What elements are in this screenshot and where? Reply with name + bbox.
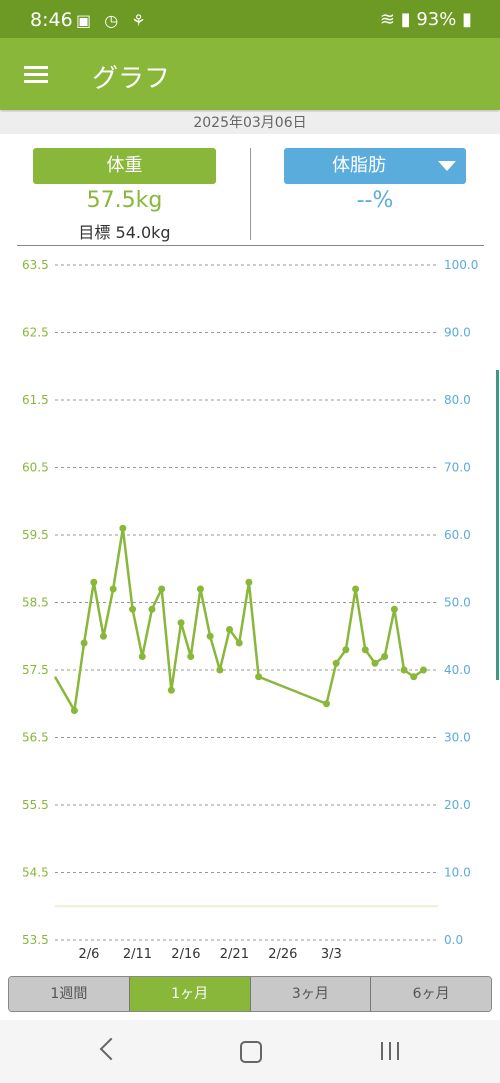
y-left-tick-label: 62.5 bbox=[22, 326, 49, 340]
data-point bbox=[109, 585, 117, 593]
recent-apps-icon[interactable] bbox=[381, 1042, 401, 1060]
weight-target: 目標 54.0kg bbox=[78, 223, 171, 242]
scroll-indicator[interactable] bbox=[496, 370, 499, 680]
signal-icon: ▮ bbox=[400, 9, 411, 30]
y-right-tick-label: 90.0 bbox=[444, 326, 471, 340]
y-right-tick-label: 10.0 bbox=[444, 866, 471, 880]
body-fat-value: --% bbox=[356, 188, 394, 213]
x-tick-label: 3/3 bbox=[321, 947, 342, 962]
x-tick-label: 2/21 bbox=[220, 947, 249, 962]
data-point bbox=[196, 585, 204, 593]
y-left-tick-label: 53.5 bbox=[22, 933, 49, 947]
data-point bbox=[245, 578, 253, 586]
weight-chart: 63.5 100.0 62.5 90.0 61.5 80.0 60.5 70.0 59.5 60.… bbox=[22, 258, 478, 962]
data-point bbox=[148, 605, 156, 613]
gallery-icon: ▣ bbox=[76, 11, 96, 30]
data-point bbox=[167, 686, 175, 694]
y-left-tick-label: 57.5 bbox=[22, 663, 49, 677]
data-point bbox=[419, 666, 427, 674]
data-point bbox=[177, 619, 185, 627]
tab-1-week[interactable]: 1週間 bbox=[9, 977, 130, 1011]
menu-icon[interactable] bbox=[24, 66, 48, 84]
data-point bbox=[255, 673, 263, 681]
data-point bbox=[129, 605, 137, 613]
data-point bbox=[361, 646, 369, 654]
data-point bbox=[322, 700, 330, 708]
y-right-tick-label: 80.0 bbox=[444, 393, 471, 407]
home-icon[interactable] bbox=[240, 1041, 262, 1063]
y-left-tick-label: 58.5 bbox=[22, 596, 49, 610]
y-left-tick-label: 60.5 bbox=[22, 461, 49, 475]
status-time: 8:46 bbox=[30, 9, 73, 31]
divider bbox=[250, 148, 251, 240]
y-right-tick-label: 40.0 bbox=[444, 663, 471, 677]
back-icon[interactable] bbox=[99, 1037, 123, 1061]
wifi-icon: ≋ bbox=[379, 9, 395, 30]
data-point bbox=[390, 605, 398, 613]
data-point bbox=[410, 673, 418, 681]
status-right: ≋ ▮ 93% ▮ bbox=[380, 9, 472, 30]
body-fat-label: 体脂肪 bbox=[332, 155, 386, 176]
battery-percent: 93% bbox=[416, 9, 457, 30]
data-point bbox=[371, 659, 379, 667]
data-point bbox=[235, 639, 243, 647]
data-point bbox=[216, 666, 224, 674]
tab-3-months[interactable]: 3ヶ月 bbox=[250, 977, 372, 1011]
data-point bbox=[90, 578, 98, 586]
data-point bbox=[158, 585, 166, 593]
data-point bbox=[400, 666, 408, 674]
data-point bbox=[99, 632, 107, 640]
system-nav-bar bbox=[0, 1020, 500, 1083]
body-fat-dropdown[interactable]: 体脂肪 bbox=[284, 148, 466, 184]
y-left-tick-label: 55.5 bbox=[22, 798, 49, 812]
data-point bbox=[342, 646, 350, 654]
dropdown-arrow-icon bbox=[438, 161, 456, 171]
weight-value: 57.5kg bbox=[86, 188, 163, 213]
data-point bbox=[381, 653, 389, 660]
data-point bbox=[70, 707, 78, 714]
range-tabs: 1週間 1ヶ月 3ヶ月 6ヶ月 bbox=[8, 976, 492, 1012]
page-title: グラフ bbox=[92, 64, 171, 94]
y-left-tick-label: 59.5 bbox=[22, 528, 49, 542]
y-right-tick-label: 100.0 bbox=[444, 258, 478, 272]
x-tick-label: 2/11 bbox=[123, 947, 152, 962]
y-left-tick-label: 63.5 bbox=[22, 258, 49, 272]
divider-horizontal bbox=[17, 245, 484, 246]
x-tick-label: 2/26 bbox=[268, 947, 297, 962]
x-tick-label: 2/16 bbox=[171, 947, 200, 962]
date-label: 2025年03月06日 bbox=[0, 112, 500, 134]
y-left-tick-label: 61.5 bbox=[22, 393, 49, 407]
y-right-tick-label: 0.0 bbox=[444, 933, 463, 947]
data-point bbox=[352, 585, 360, 593]
y-right-tick-label: 60.0 bbox=[444, 528, 471, 542]
data-point bbox=[206, 632, 214, 640]
y-right-tick-label: 70.0 bbox=[444, 461, 471, 475]
y-left-tick-label: 56.5 bbox=[22, 731, 49, 745]
notification-icon: ⚘ bbox=[131, 11, 150, 30]
y-right-tick-label: 30.0 bbox=[444, 731, 471, 745]
app-bar: グラフ bbox=[0, 38, 500, 110]
y-right-tick-label: 20.0 bbox=[444, 798, 471, 812]
weight-series-line bbox=[53, 527, 425, 712]
status-bar: 8:46 ▣ ◷ ⚘ ≋ ▮ 93% ▮ bbox=[0, 0, 500, 38]
alarm-icon: ◷ bbox=[104, 11, 123, 30]
status-icons: ▣ ◷ ⚘ bbox=[76, 11, 150, 30]
weight-button[interactable]: 体重 bbox=[33, 148, 216, 184]
battery-icon: ▮ bbox=[462, 9, 472, 30]
data-point bbox=[226, 626, 234, 633]
data-point bbox=[138, 653, 146, 660]
data-point bbox=[332, 659, 340, 667]
data-point bbox=[119, 524, 127, 532]
y-left-tick-label: 54.5 bbox=[22, 866, 49, 880]
tab-1-month[interactable]: 1ヶ月 bbox=[129, 977, 251, 1011]
y-right-tick-label: 50.0 bbox=[444, 596, 471, 610]
data-point bbox=[80, 639, 88, 647]
data-point bbox=[187, 653, 195, 660]
x-tick-label: 2/6 bbox=[78, 947, 99, 962]
tab-6-months[interactable]: 6ヶ月 bbox=[371, 977, 491, 1011]
